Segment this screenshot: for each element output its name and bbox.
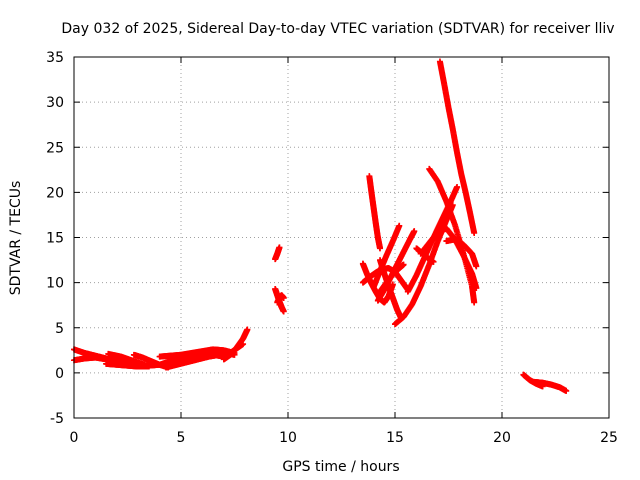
x-tick-label: 25 — [600, 430, 618, 446]
y-tick-label: -5 — [50, 411, 64, 427]
x-tick-label: 0 — [70, 430, 79, 446]
series-s14 — [274, 292, 287, 306]
chart-title: Day 032 of 2025, Sidereal Day-to-day VTE… — [61, 21, 614, 37]
x-tick-label: 15 — [386, 430, 404, 446]
series-s20 — [370, 222, 403, 291]
y-tick-label: 5 — [55, 321, 64, 337]
series-s30 — [531, 378, 570, 394]
axis-ticks: 0 5 10 15 20 25 -5 0 5 10 15 20 25 30 35 — [46, 50, 618, 446]
y-axis-label: SDTVAR / TECUs — [8, 181, 24, 296]
y-tick-label: 35 — [46, 50, 64, 66]
y-tick-label: 25 — [46, 140, 64, 156]
series-s26 — [436, 58, 478, 236]
y-tick-label: 15 — [46, 231, 64, 247]
series-s02 — [71, 354, 110, 364]
data-point — [396, 222, 403, 229]
series-s28 — [413, 245, 437, 265]
x-tick-label: 10 — [279, 430, 297, 446]
data-point — [377, 245, 384, 252]
y-tick-label: 10 — [46, 276, 64, 292]
data-point — [471, 299, 478, 306]
data-point — [280, 294, 287, 301]
data-point — [145, 363, 152, 370]
x-tick-label: 5 — [177, 430, 186, 446]
series-s04 — [105, 350, 148, 368]
y-tick-label: 0 — [55, 366, 64, 382]
data-point — [400, 261, 407, 268]
data-point — [141, 361, 148, 368]
data-points — [71, 58, 570, 394]
y-tick-label: 30 — [46, 95, 64, 111]
data-point — [473, 263, 480, 270]
series-s03 — [103, 360, 152, 370]
series-s27 — [443, 236, 480, 270]
series-s05 — [130, 351, 172, 371]
y-tick-label: 20 — [46, 185, 64, 201]
data-point — [411, 228, 418, 235]
data-point — [240, 340, 247, 347]
data-point — [471, 229, 478, 236]
data-point — [563, 387, 570, 394]
data-point — [244, 326, 251, 333]
series-s11 — [227, 340, 247, 357]
series-s12 — [272, 244, 283, 263]
data-point — [389, 281, 396, 288]
series-s09 — [188, 348, 238, 358]
x-tick-label: 20 — [493, 430, 511, 446]
data-point — [280, 308, 287, 315]
series-s21 — [377, 261, 407, 295]
data-point — [430, 258, 437, 265]
x-axis-label: GPS time / hours — [282, 459, 399, 475]
series-s15 — [366, 173, 384, 252]
data-point — [276, 244, 283, 251]
data-point — [454, 183, 461, 190]
